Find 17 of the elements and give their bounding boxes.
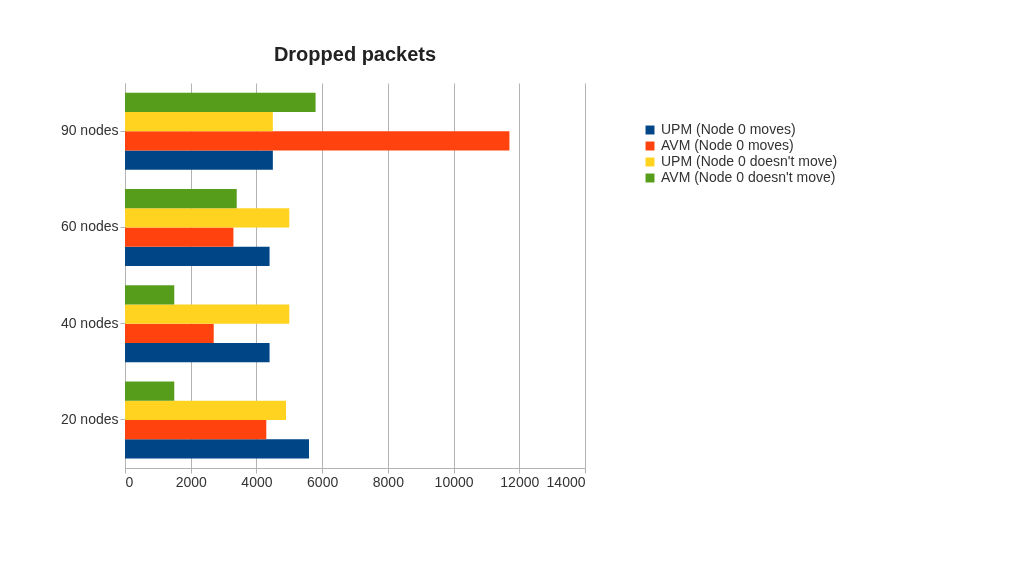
legend-label: AVM (Node 0 doesn't move) (661, 169, 836, 185)
legend-label: AVM (Node 0 moves) (661, 137, 794, 153)
x-tick-label: 14000 (546, 473, 586, 490)
legend-label: UPM (Node 0 moves) (661, 121, 796, 137)
y-tick-label: 60 nodes (60, 218, 119, 235)
x-tick-label: 8000 (372, 473, 405, 490)
x-tick-label: 4000 (241, 473, 273, 490)
legend-label: UPM (Node 0 doesn't move) (661, 153, 838, 169)
y-tick-label: 40 nodes (60, 314, 119, 331)
x-tick-label: 2000 (175, 473, 207, 490)
chart-title: Dropped packets (273, 43, 437, 65)
x-tick-label: 10000 (434, 473, 474, 490)
y-tick-label: 20 nodes (60, 410, 119, 427)
x-tick-label: 0 (125, 473, 134, 490)
x-tick-label: 6000 (307, 473, 339, 490)
y-tick-label: 90 nodes (60, 122, 119, 139)
x-tick-label: 12000 (500, 473, 540, 490)
